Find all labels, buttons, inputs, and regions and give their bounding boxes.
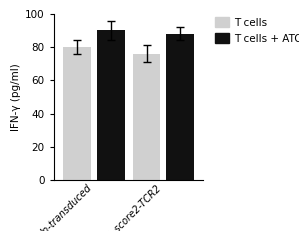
Legend: T cells, T cells + ATCs: T cells, T cells + ATCs — [214, 17, 299, 44]
Bar — [167, 34, 194, 180]
Bar — [63, 47, 91, 180]
Bar — [132, 54, 161, 180]
Y-axis label: IFN-γ (pg/ml): IFN-γ (pg/ml) — [11, 63, 21, 131]
Bar — [97, 30, 125, 180]
